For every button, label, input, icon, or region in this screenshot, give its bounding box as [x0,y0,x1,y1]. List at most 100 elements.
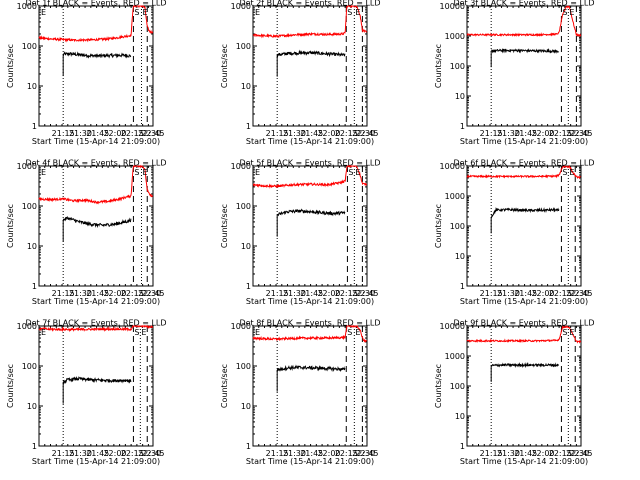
plot-frame [252,165,368,287]
x-tick-label: 21:45 [86,129,109,138]
y-tick-label: 100 [236,362,251,371]
chart-title: Det 7f BLACK = Events, RED = LLD [25,319,166,328]
plot-frame [252,325,368,447]
x-tick-label: 22:00 [531,449,554,458]
x-tick-label: 21:15 [52,449,75,458]
y-tick-label: 10 [241,402,251,411]
x-tick-label: 21:30 [283,289,306,298]
x-tick-label: 22:45 [355,449,378,458]
x-axis-label: Start Time (15-Apr-14 21:09:00) [32,137,160,146]
y-tick-label: 10 [455,412,465,421]
x-tick-label: 22:30 [138,289,161,298]
y-tick-label: 1 [32,282,37,291]
y-tick-label: 1000 [231,162,251,171]
chart-panel-1: Det 1f BLACK = Events, RED = LLD 1 10 100 10… [6,0,167,146]
chart-title: Det 6f BLACK = Events, RED = LLD [453,159,594,168]
eclipse-label: E [255,8,260,17]
y-tick-label: 100 [22,42,37,51]
marker-label: S [348,168,353,177]
x-axis-label: Start Time (15-Apr-14 21:09:00) [32,457,160,466]
marker-label: S [134,8,139,17]
x-tick-label: 21:30 [69,129,92,138]
y-tick-label: 10 [241,82,251,91]
plot-frame [252,5,368,127]
chart-panel-6: Det 6f BLACK = Events, RED = LLD 1 10 100 10… [434,159,595,307]
y-tick-label: 10000 [440,2,465,11]
y-tick-label: 100 [236,42,251,51]
chart-title: Det 2f BLACK = Events, RED = LLD [239,0,380,8]
plot-frame [38,165,154,287]
marker-label: S [562,168,567,177]
eclipse-label: E [41,328,46,337]
y-tick-label: 100 [22,362,37,371]
chart-panel-4: Det 4f BLACK = Events, RED = LLD 1 10 100 10… [6,159,167,307]
events-trace [63,375,132,385]
y-tick-label: 10 [455,252,465,261]
marker-label: S [347,8,352,17]
lld-trace [466,325,582,344]
plot-frame [38,5,154,127]
y-tick-label: 1000 [17,2,37,11]
chart-title: Det 8f BLACK = Events, RED = LLD [239,319,380,328]
y-axis-label: Counts/sec [434,44,443,88]
x-tick-label: 21:45 [86,449,109,458]
x-tick-label: 22:00 [103,289,126,298]
marker-label: E [569,328,574,337]
x-tick-label: 22:45 [355,129,378,138]
events-trace [276,208,346,217]
y-tick-label: 100 [450,382,465,391]
chart-panel-3: Det 3f BLACK = Events, RED = LLD 1 10 100 10… [434,0,595,146]
marker-label: E [142,8,147,17]
chart-panel-9: Det 9f BLACK = Events, RED = LLD 1 10 100 10… [434,319,595,467]
x-tick-label: 21:15 [480,129,503,138]
lld-trace [38,5,154,43]
y-tick-label: 10 [27,82,37,91]
x-axis-label: Start Time (15-Apr-14 21:09:00) [246,297,374,306]
x-tick-label: 22:00 [103,449,126,458]
x-axis-label: Start Time (15-Apr-14 21:09:00) [460,297,588,306]
events-trace [490,362,560,369]
marker-label: E [355,328,360,337]
y-tick-label: 1000 [445,32,465,41]
y-axis-label: Counts/sec [434,364,443,408]
x-tick-label: 22:45 [141,289,164,298]
events-trace [62,215,132,229]
chart-title: Det 3f BLACK = Events, RED = LLD [453,0,594,8]
y-tick-label: 1 [32,122,37,131]
y-axis-label: Counts/sec [220,364,229,408]
y-axis-label: Counts/sec [220,204,229,248]
y-tick-label: 1 [460,282,465,291]
y-tick-label: 1 [246,122,251,131]
x-tick-label: 21:30 [497,129,520,138]
x-tick-label: 21:15 [266,289,289,298]
x-tick-label: 22:15 [121,289,144,298]
x-tick-label: 22:15 [549,129,572,138]
y-tick-label: 1 [460,122,465,131]
eclipse-label: E [255,168,260,177]
y-axis-label: Counts/sec [6,364,15,408]
chart-panel-7: Det 7f BLACK = Events, RED = LLD 1 10 100 10… [6,319,167,467]
lld-trace [252,165,368,189]
y-tick-label: 1000 [445,192,465,201]
x-tick-label: 21:30 [497,289,520,298]
chart-panel-2: Det 2f BLACK = Events, RED = LLD 1 10 100 10… [220,0,381,146]
marker-label: S [562,328,567,337]
eclipse-label: E [41,8,46,17]
x-tick-label: 22:00 [317,449,340,458]
x-tick-label: 22:45 [569,289,592,298]
y-axis-label: Counts/sec [6,204,15,248]
x-tick-label: 22:15 [335,129,358,138]
chart-panel-5: Det 5f BLACK = Events, RED = LLD 1 10 100 10… [220,159,381,307]
events-trace [62,51,132,59]
y-tick-label: 10 [27,402,37,411]
eclipse-label: E [255,328,260,337]
y-tick-label: 1 [246,442,251,451]
y-axis-label: Counts/sec [220,44,229,88]
x-tick-label: 22:30 [352,449,375,458]
x-tick-label: 21:15 [52,129,75,138]
y-tick-label: 1 [32,442,37,451]
x-tick-label: 21:45 [300,449,323,458]
y-axis-label: Counts/sec [434,204,443,248]
marker-label: E [141,328,146,337]
